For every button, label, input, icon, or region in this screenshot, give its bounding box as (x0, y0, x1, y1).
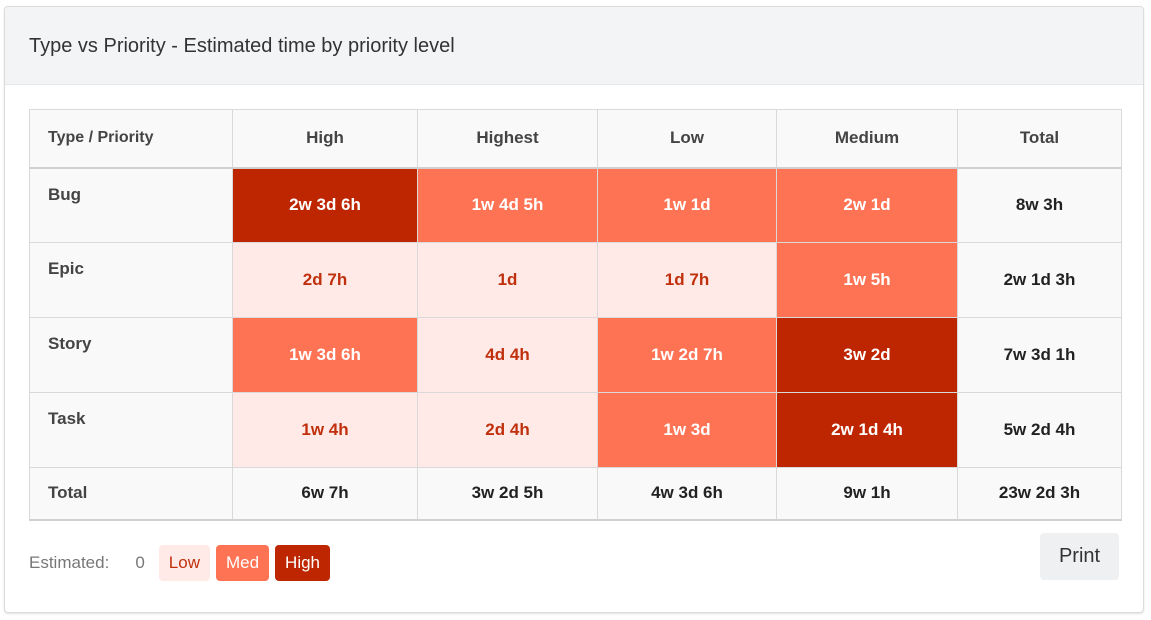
totals-row: Total 6w 7h 3w 2d 5h 4w 3d 6h 9w 1h 23w … (29, 467, 1122, 521)
estimate-cell: 2d 7h (232, 242, 418, 318)
row-total-cell: 7w 3d 1h (957, 317, 1122, 393)
card-body: Type / Priority High Highest Low Medium … (5, 85, 1143, 521)
legend-low-chip: Low (158, 545, 210, 581)
total-cell: 6w 7h (232, 467, 418, 521)
row-total-cell: 8w 3h (957, 167, 1122, 243)
estimate-cell: 1d (417, 242, 598, 318)
estimate-cell: 2w 1d 4h (776, 392, 958, 468)
estimate-cell: 1w 5h (776, 242, 958, 318)
column-header-low: Low (597, 109, 777, 169)
table-row: Task 1w 4h 2d 4h 1w 3d 2w 1d 4h 5w 2d 4h (29, 392, 1122, 468)
row-total-cell: 5w 2d 4h (957, 392, 1122, 468)
table-header-row: Type / Priority High Highest Low Medium … (29, 109, 1122, 169)
row-type-label: Task (29, 392, 233, 468)
column-header-highest: Highest (417, 109, 598, 169)
report-card: Type vs Priority - Estimated time by pri… (4, 6, 1144, 613)
estimate-cell: 1d 7h (597, 242, 777, 318)
estimate-cell: 1w 3d 6h (232, 317, 418, 393)
card-header: Type vs Priority - Estimated time by pri… (5, 7, 1143, 85)
total-cell: 4w 3d 6h (597, 467, 777, 521)
column-header-total: Total (957, 109, 1122, 169)
report-title: Type vs Priority - Estimated time by pri… (29, 35, 455, 57)
corner-header: Type / Priority (29, 109, 233, 169)
grand-total-cell: 23w 2d 3h (957, 467, 1122, 521)
estimate-cell: 2w 1d (776, 167, 958, 243)
estimate-cell: 2d 4h (417, 392, 598, 468)
row-type-label: Epic (29, 242, 233, 318)
estimate-cell: 1w 3d (597, 392, 777, 468)
estimate-cell: 2w 3d 6h (232, 167, 418, 243)
estimate-cell: 1w 4h (232, 392, 418, 468)
column-header-high: High (232, 109, 418, 169)
table-row: Story 1w 3d 6h 4d 4h 1w 2d 7h 3w 2d 7w 3d 1h (29, 317, 1122, 393)
total-cell: 3w 2d 5h (417, 467, 598, 521)
legend-med-chip: Med (215, 545, 270, 581)
estimate-cell: 3w 2d (776, 317, 958, 393)
row-total-cell: 2w 1d 3h (957, 242, 1122, 318)
estimate-cell: 1w 1d (597, 167, 777, 243)
legend-zero: 0 (135, 553, 145, 572)
column-header-medium: Medium (776, 109, 958, 169)
table-row: Bug 2w 3d 6h 1w 4d 5h 1w 1d 2w 1d 8w 3h (29, 167, 1122, 243)
table-row: Epic 2d 7h 1d 1d 7h 1w 5h 2w 1d 3h (29, 242, 1122, 318)
estimate-cell: 4d 4h (417, 317, 598, 393)
estimate-cell: 1w 4d 5h (417, 167, 598, 243)
estimate-cell: 1w 2d 7h (597, 317, 777, 393)
legend-high-chip: High (275, 545, 331, 581)
row-type-label: Bug (29, 167, 233, 243)
legend: Estimated: 0 Low Med High (29, 545, 336, 581)
totals-row-label: Total (29, 467, 233, 521)
legend-label: Estimated: (29, 553, 110, 572)
print-button[interactable]: Print (1040, 533, 1119, 580)
row-type-label: Story (29, 317, 233, 393)
total-cell: 9w 1h (776, 467, 958, 521)
type-priority-table: Type / Priority High Highest Low Medium … (29, 109, 1122, 521)
